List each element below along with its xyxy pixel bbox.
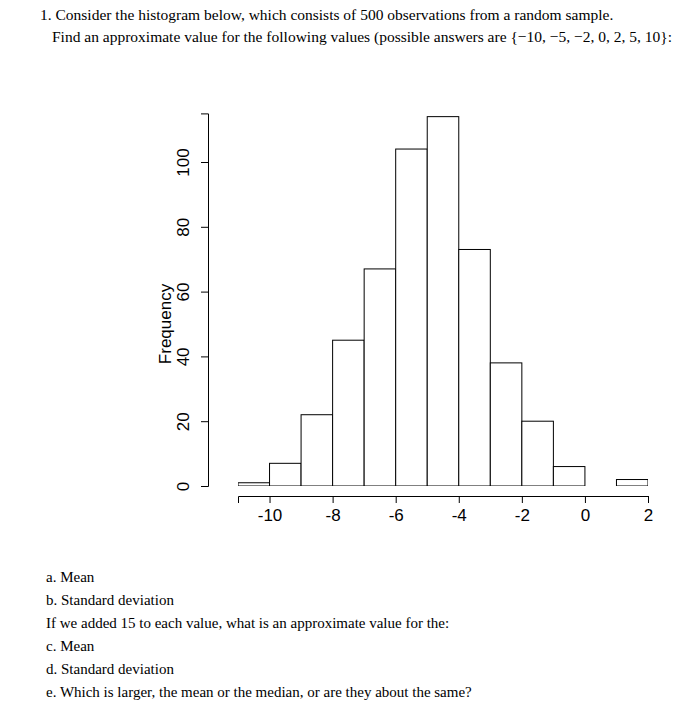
y-tick-label: 20 bbox=[174, 412, 193, 431]
y-tick-mark bbox=[201, 227, 208, 228]
y-tick-mark bbox=[201, 292, 208, 293]
histogram-bar bbox=[522, 421, 554, 486]
y-tick: 20 bbox=[174, 412, 208, 431]
histogram-bar bbox=[301, 415, 333, 486]
histogram-bar bbox=[333, 340, 365, 486]
y-axis-title: Frequency bbox=[156, 283, 175, 364]
x-tick-label: -6 bbox=[389, 506, 404, 525]
x-tick: -6 bbox=[389, 496, 404, 525]
y-tick-label: 0 bbox=[174, 482, 193, 491]
x-axis: -10 -8 -6 -4 -2 0 2 bbox=[239, 496, 654, 525]
x-tick: -8 bbox=[326, 496, 341, 525]
question-item: If we added 15 to each value, what is an… bbox=[46, 615, 449, 631]
x-tick-label: -8 bbox=[326, 506, 341, 525]
page: 1. Consider the histogram below, which c… bbox=[0, 0, 696, 709]
question-item: b. Standard deviation bbox=[46, 592, 174, 608]
histogram-bar bbox=[396, 149, 428, 486]
y-tick-mark bbox=[201, 486, 208, 487]
x-tick-mark bbox=[585, 496, 586, 503]
histogram-bar bbox=[553, 467, 585, 486]
y-axis: 0 20 40 60 80 100 bbox=[174, 114, 209, 491]
y-tick-mark bbox=[201, 421, 208, 422]
x-tick-mark bbox=[270, 496, 271, 503]
x-tick: -2 bbox=[515, 496, 530, 525]
x-tick: 0 bbox=[581, 496, 590, 525]
y-tick-mark bbox=[201, 356, 208, 357]
y-tick-mark bbox=[201, 162, 208, 163]
histogram-bar bbox=[585, 486, 617, 487]
question-item: d. Standard deviation bbox=[46, 661, 174, 677]
y-tick: 100 bbox=[174, 148, 208, 176]
x-axis-line bbox=[239, 497, 649, 504]
question-text: Find an approximate value for the follow… bbox=[52, 28, 672, 46]
y-tick-label: 80 bbox=[174, 218, 193, 237]
question-item: c. Mean bbox=[46, 638, 95, 654]
x-tick-mark bbox=[459, 496, 460, 503]
x-tick-label: -10 bbox=[258, 506, 283, 525]
histogram-bar bbox=[616, 480, 648, 486]
question-item: e. Which is larger, the mean or the medi… bbox=[46, 684, 472, 700]
question-text: 1. Consider the histogram below, which c… bbox=[40, 6, 613, 23]
histogram-bar bbox=[427, 117, 459, 486]
x-tick-mark bbox=[522, 496, 523, 503]
x-tick-mark bbox=[396, 496, 397, 503]
y-tick: 80 bbox=[174, 218, 208, 237]
y-tick-label: 100 bbox=[174, 148, 193, 176]
y-tick: 60 bbox=[174, 283, 208, 302]
histogram-bar bbox=[364, 269, 396, 486]
y-tick: 0 bbox=[174, 482, 208, 491]
histogram-bar bbox=[270, 463, 302, 486]
x-tick-mark bbox=[333, 496, 334, 503]
x-tick-mark bbox=[648, 496, 649, 503]
y-tick-label: 40 bbox=[174, 347, 193, 366]
histogram-bar bbox=[459, 249, 491, 486]
bars bbox=[238, 117, 648, 486]
y-tick-label: 60 bbox=[174, 283, 193, 302]
histogram-bar bbox=[490, 363, 522, 486]
x-tick: 2 bbox=[644, 496, 653, 525]
x-tick-label: -2 bbox=[515, 506, 530, 525]
x-tick: -4 bbox=[452, 496, 467, 525]
y-tick: 40 bbox=[174, 347, 208, 366]
x-tick: -10 bbox=[258, 496, 283, 525]
x-tick-label: 2 bbox=[644, 506, 653, 525]
x-tick-label: -4 bbox=[452, 506, 467, 525]
question-item: a. Mean bbox=[46, 569, 95, 585]
x-tick-label: 0 bbox=[581, 506, 590, 525]
histogram-bar bbox=[238, 483, 270, 486]
y-axis-line bbox=[201, 114, 209, 487]
